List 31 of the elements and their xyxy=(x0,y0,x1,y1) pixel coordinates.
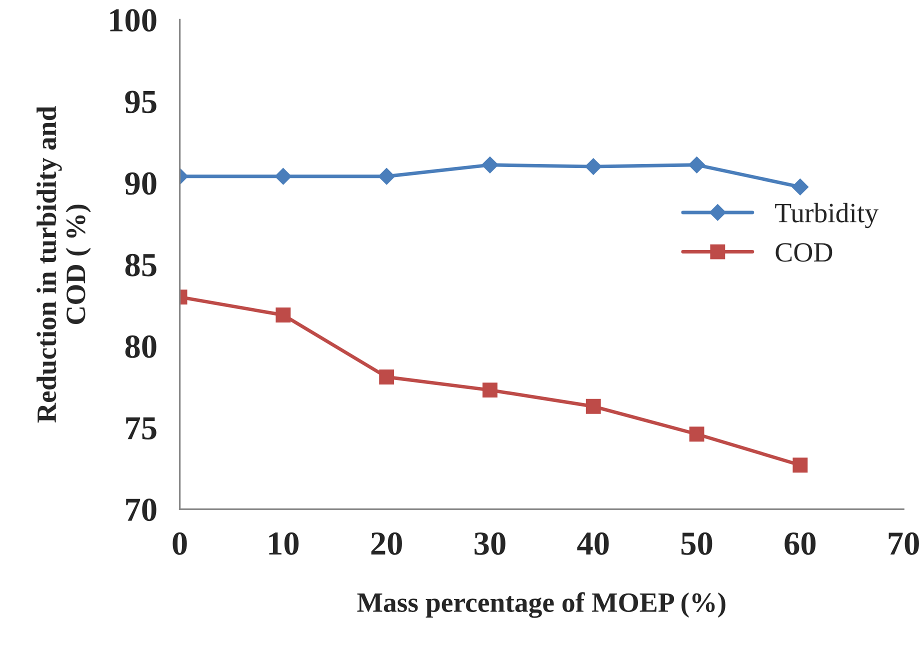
y-tick-label: 100 xyxy=(110,9,156,32)
x-tick-label: 30 xyxy=(474,532,506,555)
x-tick-label: 10 xyxy=(269,532,299,555)
y-tick-label: 75 xyxy=(126,417,156,440)
point xyxy=(584,158,602,175)
point xyxy=(689,426,704,442)
y-tick-label: 85 xyxy=(125,254,156,276)
x-tick-label: 70 xyxy=(888,532,919,555)
x-tick-label: 20 xyxy=(371,532,402,555)
point xyxy=(379,370,394,384)
y-tick-label: 70 xyxy=(126,498,156,522)
y-tick-label: 80 xyxy=(125,335,156,358)
point xyxy=(276,308,291,322)
point xyxy=(792,178,809,196)
y-axis-title: Reduction in turbidity and COD ( %) xyxy=(36,106,91,423)
point xyxy=(482,156,498,174)
point xyxy=(482,382,498,398)
point xyxy=(688,156,706,174)
x-tick-label: 40 xyxy=(577,532,609,555)
point xyxy=(274,168,292,185)
legend-label: COD xyxy=(776,243,832,262)
legend-label: Turbidity xyxy=(775,202,878,228)
y-tick-label: 90 xyxy=(125,172,156,195)
point xyxy=(378,168,395,185)
x-tick-label: 0 xyxy=(172,532,187,555)
x-axis-title: Mass percentage of MOEP (%) xyxy=(357,592,726,618)
x-tick-label: 50 xyxy=(681,532,712,555)
point xyxy=(586,398,601,414)
x-tick-label: 60 xyxy=(784,532,816,555)
point xyxy=(792,458,808,473)
y-tick-label: 95 xyxy=(125,90,156,114)
